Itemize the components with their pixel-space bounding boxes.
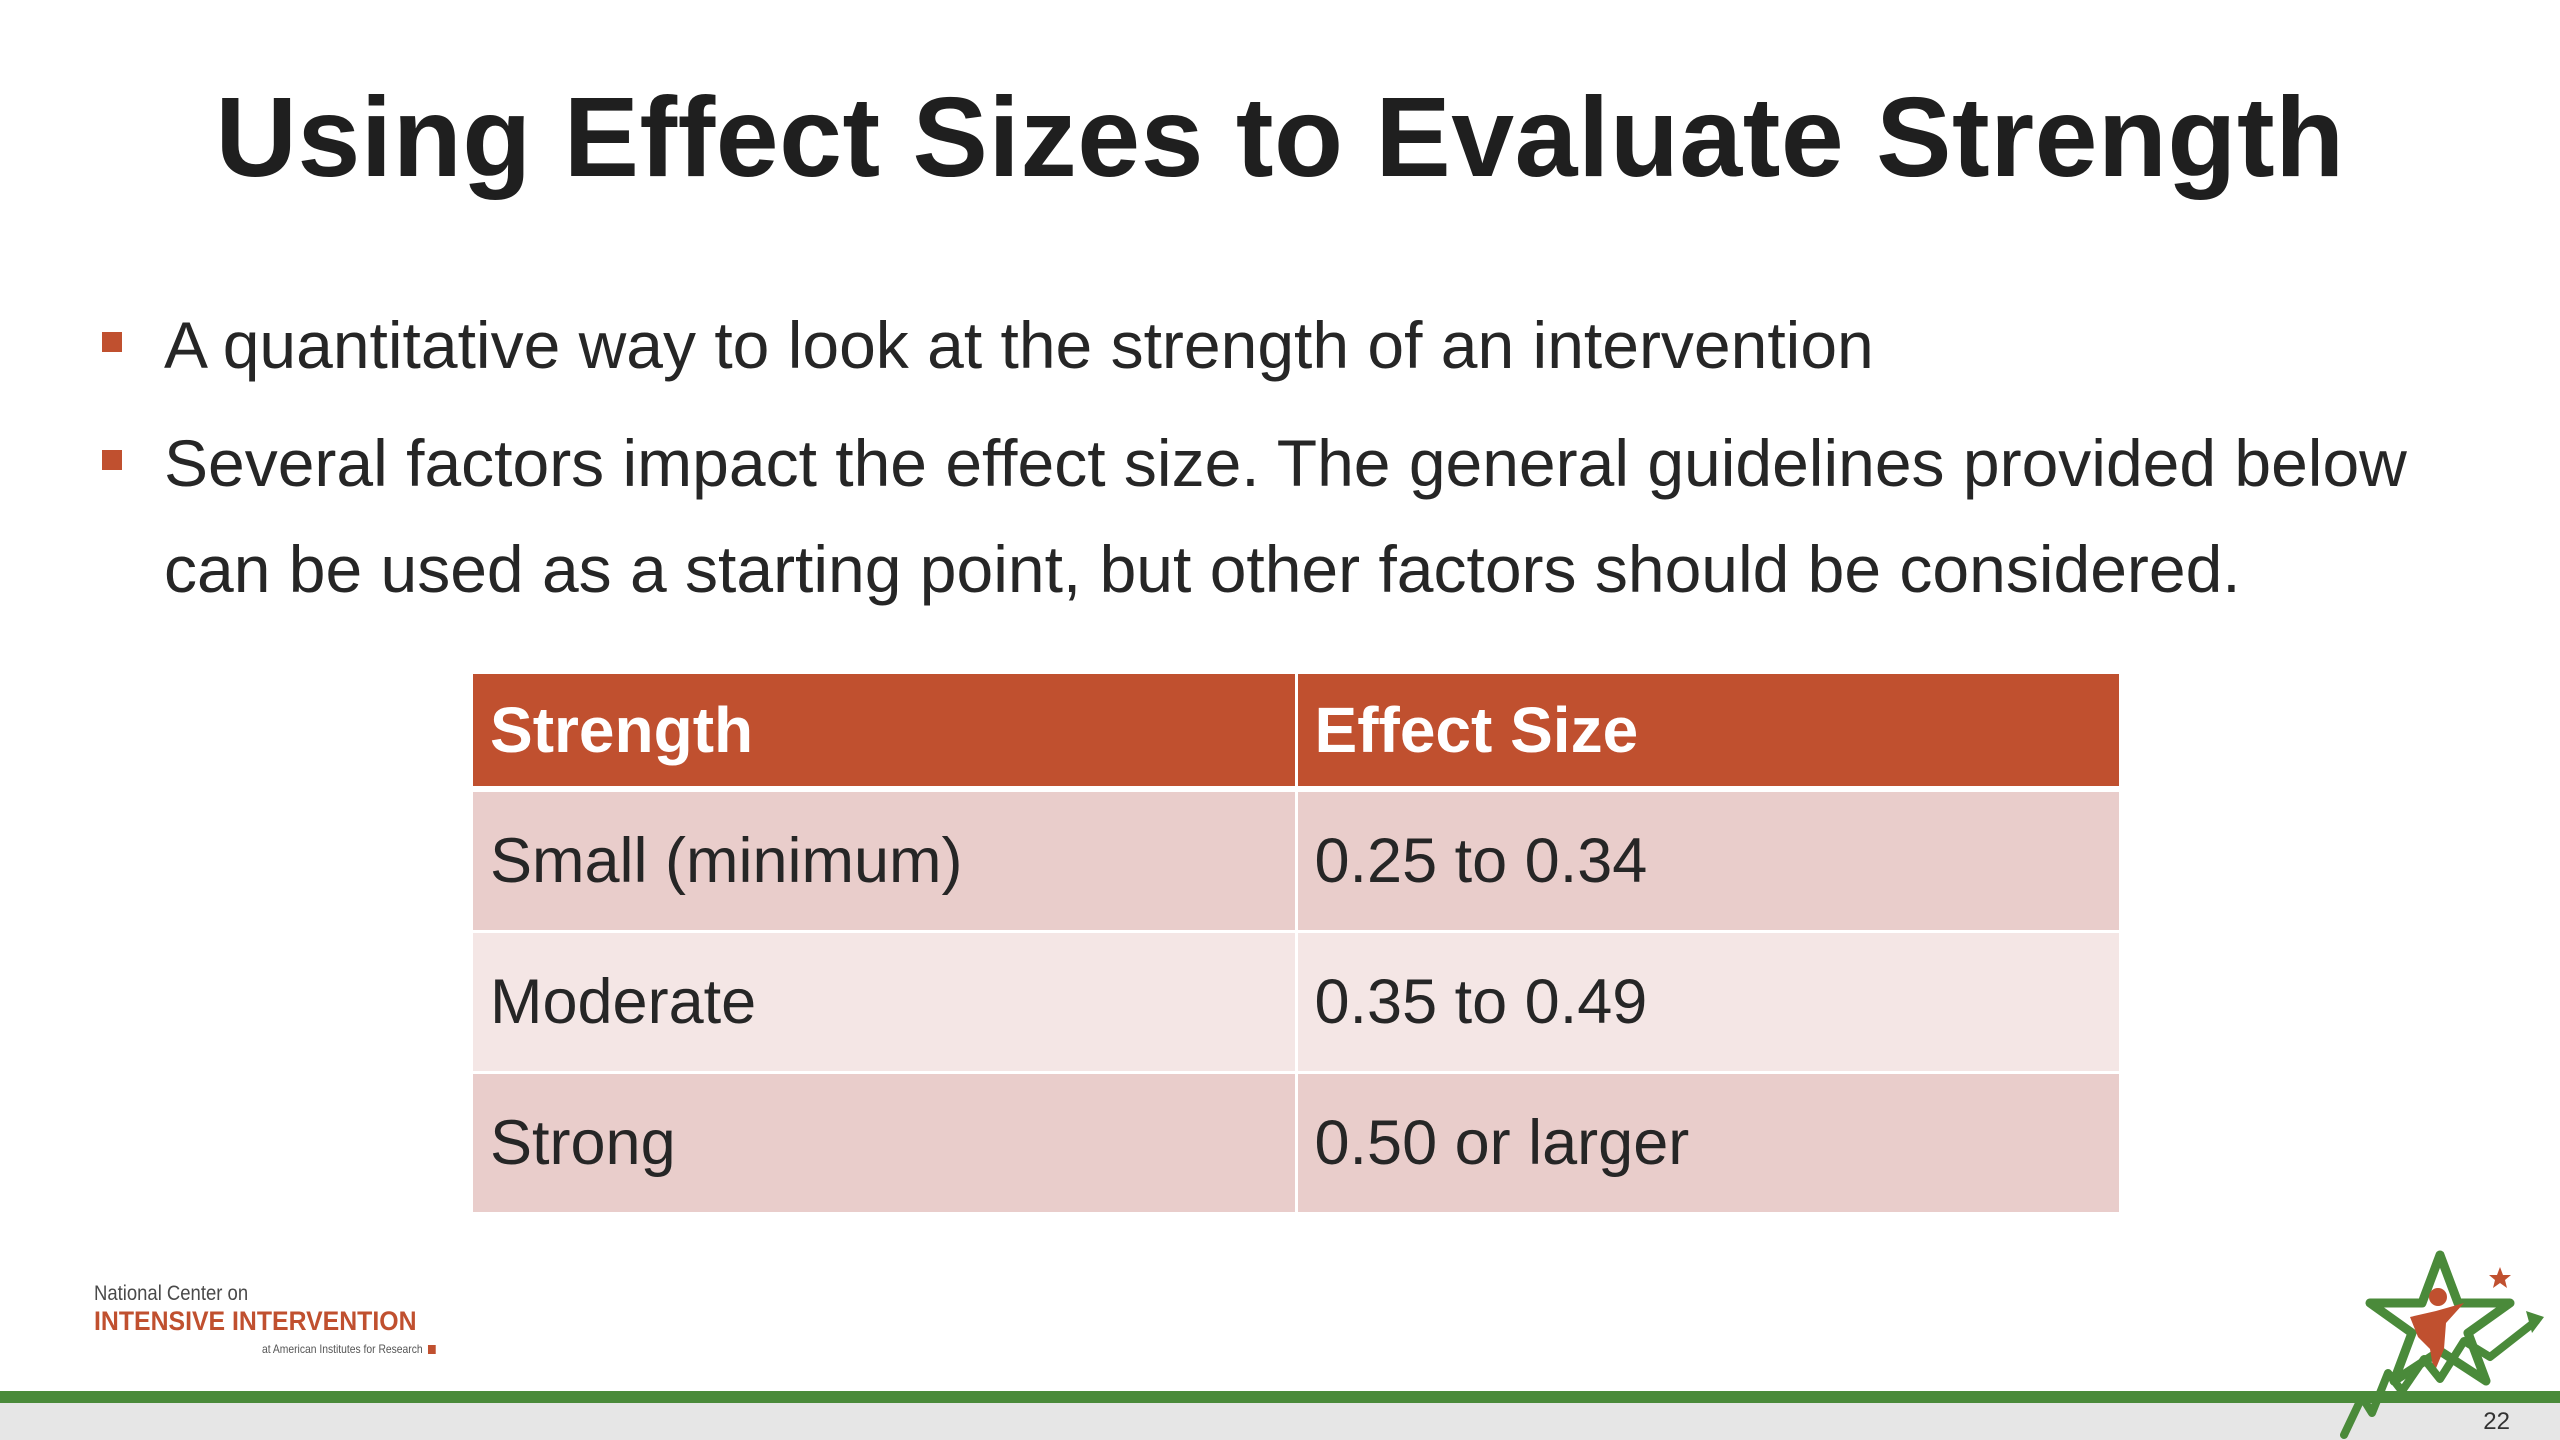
strength-cell: Small (minimum): [470, 787, 1298, 933]
rising-line: [2340, 1317, 2540, 1439]
strength-cell: Moderate: [470, 930, 1298, 1074]
header-strength: Strength: [470, 671, 1298, 792]
small-orange-star: [2489, 1267, 2511, 1288]
effect-size-table: Strength Effect Size Small (minimum) 0.2…: [470, 671, 2122, 1215]
footer-bar: [0, 1402, 2560, 1440]
table-header-row: Strength Effect Size: [470, 671, 2122, 792]
page-number: 22: [2483, 1408, 2510, 1435]
effect-size-cell: 0.35 to 0.49: [1294, 930, 2122, 1074]
bullet-text: Several factors impact the effect size. …: [164, 426, 2407, 606]
effect-size-cell: 0.50 or larger: [1294, 1071, 2122, 1215]
slide-title: Using Effect Sizes to Evaluate Strength: [215, 74, 2345, 200]
footer-green-line: [0, 1391, 2560, 1403]
org-name-line1: National Center on: [94, 1282, 249, 1305]
bullet-text: A quantitative way to look at the streng…: [164, 308, 1874, 382]
square-bullet-icon: [102, 332, 122, 352]
table-row: Moderate 0.35 to 0.49: [470, 930, 2122, 1074]
star-figure-logo-icon: [2340, 1250, 2544, 1439]
header-effect-size: Effect Size: [1294, 671, 2122, 792]
figure-head: [2429, 1288, 2447, 1306]
square-bullet-icon: [102, 450, 122, 470]
effect-size-cell: 0.25 to 0.34: [1294, 787, 2122, 933]
org-name-line2: INTENSIVE INTERVENTION: [94, 1306, 417, 1336]
bullet-item: A quantitative way to look at the streng…: [96, 292, 2496, 398]
table-row: Small (minimum) 0.25 to 0.34: [470, 787, 2122, 933]
bullet-item: Several factors impact the effect size. …: [96, 410, 2496, 622]
organization-logo: National Center on INTENSIVE INTERVENTIO…: [92, 1280, 512, 1360]
arrow-head: [2526, 1311, 2544, 1333]
bullet-list: A quantitative way to look at the streng…: [96, 292, 2496, 634]
square-mark-icon: [427, 1345, 436, 1355]
org-affiliation: at American Institutes for Research: [262, 1342, 436, 1356]
figure-body: [2410, 1303, 2464, 1373]
org-affiliation-text: at American Institutes for Research: [262, 1342, 423, 1356]
strength-cell: Strong: [470, 1071, 1298, 1215]
table-row: Strong 0.50 or larger: [470, 1071, 2122, 1215]
